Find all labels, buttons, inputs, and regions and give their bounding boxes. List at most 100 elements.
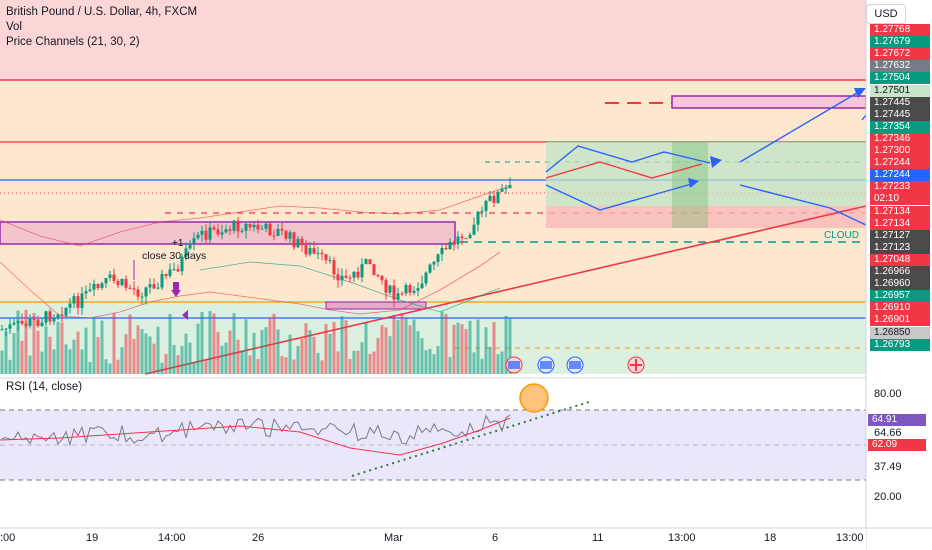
volume-bar — [388, 336, 392, 374]
candle-body — [236, 220, 240, 232]
volume-bar — [456, 322, 460, 374]
forecast-arrow-blue-4 — [739, 184, 867, 226]
volume-bar — [64, 344, 68, 374]
annotation-cloud: CLOUD — [824, 230, 860, 241]
rsi-highlight-circle — [519, 383, 549, 413]
volume-bar — [32, 313, 36, 374]
price-label: 1.27445 — [870, 96, 930, 109]
price-label: 1.27504 — [870, 72, 930, 85]
candle-body — [20, 320, 24, 324]
candle-body — [300, 238, 304, 246]
volume-bar — [424, 350, 428, 374]
candle-body — [204, 230, 208, 240]
volume-bar — [208, 310, 212, 374]
volume-bar — [148, 336, 152, 374]
volume-bar — [296, 345, 300, 374]
volume-bar — [292, 359, 296, 374]
volume-bar — [164, 353, 168, 374]
volume-bar — [400, 313, 404, 374]
volume-bar — [200, 311, 204, 374]
price-label: 1.26957 — [870, 290, 930, 303]
candle-body — [140, 296, 144, 298]
candle-body — [336, 274, 340, 281]
volume-bar — [228, 330, 232, 374]
event-flag-us-1[interactable] — [505, 356, 523, 374]
volume-bar — [236, 339, 240, 374]
volume-bar — [336, 351, 340, 374]
candle-body — [176, 269, 180, 272]
candle-body — [468, 234, 472, 239]
arrowhead-2 — [688, 178, 699, 188]
time-label-2: 14:00 — [158, 532, 186, 544]
time-label-3: 26 — [252, 532, 265, 544]
candle-body — [160, 273, 164, 288]
candle-body — [488, 195, 492, 201]
volume-bar — [488, 346, 492, 374]
time-axis[interactable] — [0, 528, 866, 550]
event-flag-us-2[interactable] — [537, 356, 555, 374]
volume-bar — [216, 331, 220, 374]
volume-bar — [452, 324, 456, 374]
volume-bar — [52, 349, 56, 374]
volume-bar — [368, 353, 372, 374]
volume-bar — [60, 322, 64, 374]
rsi-axis-value-1: 64.91 — [868, 414, 926, 426]
chart-legend[interactable]: British Pound / U.S. Dollar, 4h, FXCM Vo… — [6, 5, 197, 50]
volume-bar — [500, 351, 504, 374]
candle-body — [116, 280, 120, 286]
pink-left-arrow — [182, 310, 188, 320]
volume-bar — [476, 319, 480, 374]
symbol-title[interactable]: British Pound / U.S. Dollar, 4h, FXCM — [6, 6, 198, 18]
event-flag-uk[interactable] — [627, 356, 645, 374]
volume-bar — [396, 320, 400, 374]
candle-body — [432, 261, 436, 265]
volume-bar — [192, 362, 196, 374]
candle-body — [224, 229, 228, 233]
volume-bar — [108, 363, 112, 374]
volume-bar — [16, 310, 20, 374]
price-label: 1.26910 — [870, 302, 930, 315]
price-label: 1.27632 — [870, 60, 930, 73]
event-flag-us-3[interactable] — [566, 356, 584, 374]
candle-body — [328, 260, 332, 262]
volume-bar — [392, 314, 396, 374]
candle-body — [260, 228, 264, 230]
candle-body — [148, 284, 152, 288]
volume-bar — [8, 359, 12, 374]
candle-body — [272, 235, 276, 237]
price-label: 1.27445 — [870, 108, 930, 121]
candle-body — [36, 319, 40, 326]
volume-bar — [136, 325, 140, 374]
volume-indicator-label[interactable]: Vol — [6, 21, 22, 33]
candle-body — [276, 228, 280, 236]
annotation-plus-one: +1 — [172, 238, 184, 249]
volume-bar — [0, 350, 4, 374]
rsi-axis-20: 20.00 — [874, 491, 902, 503]
currency-selector[interactable]: USD — [866, 4, 906, 24]
candle-body — [392, 285, 396, 300]
volume-bar — [168, 314, 172, 374]
candle-body — [252, 224, 256, 228]
volume-bar — [184, 333, 188, 374]
candle-body — [220, 232, 224, 235]
candle-body — [356, 271, 360, 278]
channel-lower — [0, 251, 501, 319]
rsi-indicator-label[interactable]: RSI (14, close) — [6, 381, 83, 393]
volume-bar — [328, 333, 332, 374]
candle-body — [420, 283, 424, 289]
candle-body — [108, 274, 112, 278]
volume-bar — [356, 350, 360, 374]
volume-bar — [80, 349, 84, 374]
candle-body — [104, 277, 108, 284]
volume-bar — [384, 327, 388, 374]
candle-body — [500, 188, 504, 192]
volume-bar — [220, 345, 224, 374]
channel-indicator-label[interactable]: Price Channels (21, 30, 2) — [6, 36, 140, 48]
candle-body — [376, 275, 380, 277]
candle-body — [16, 320, 20, 323]
volume-bar — [472, 352, 476, 374]
volume-bar — [352, 350, 356, 374]
volume-bar — [492, 322, 496, 374]
